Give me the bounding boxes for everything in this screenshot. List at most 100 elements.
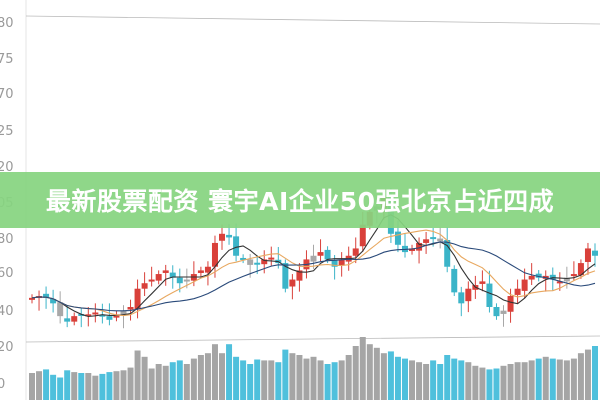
candle-body [211,242,218,267]
volume-bar [380,353,387,400]
volume-bar [409,360,416,400]
volume-bar [204,353,211,400]
candle-body [120,310,127,316]
volume-bar [500,365,507,400]
candle-body [394,231,401,245]
candle-body [219,233,226,241]
volume-bar [134,350,141,400]
volume-bar [57,377,64,400]
candle-body [465,288,472,302]
volume-bar [416,362,423,400]
candle-body [204,266,211,273]
candle-body [423,239,430,243]
candle-body [430,237,437,240]
candle-body [317,252,324,256]
candle-body [556,281,563,284]
candle-body [507,296,514,312]
candle-body [359,224,366,247]
volume-bar [584,349,591,400]
volume-bar [176,360,183,400]
candle-body [486,283,493,307]
candle-body [324,249,331,260]
candle-body [570,274,577,277]
volume-bar [359,337,366,400]
volume-bar [430,360,437,400]
y-tick-label: 20 [0,160,14,175]
volume-bar [535,358,542,400]
volume-bar [50,374,57,400]
volume-bar [324,364,331,400]
volume-bar [36,371,43,400]
candle-body [155,274,162,281]
candle-body [183,279,190,282]
candle-body [268,257,275,260]
volume-bar [71,372,78,400]
candle-body [310,255,317,262]
volume-bar [211,344,218,400]
volume-bar [233,356,240,400]
candle-body [458,292,465,304]
candle-body [514,288,521,295]
volume-bar [78,373,85,400]
candle-body [254,262,261,265]
y-tick-label: 70 [0,87,14,102]
y-tick-label: 80 [0,232,14,247]
candle-body [240,257,247,260]
candle-body [92,312,99,315]
candle-body [64,318,71,322]
headline-text: 最新股票配资 寰宇AI企业50强北京占近四成 [45,187,555,216]
volume-bar [43,369,50,400]
volume-bar [219,353,226,400]
candle-body [577,263,584,276]
moving-average-20-line [31,241,596,312]
candle-body [57,302,64,317]
y-tick-label: 20 [0,340,14,355]
candle-body [247,259,254,265]
volume-bar [338,360,345,400]
candle-body [169,272,176,278]
y-tick-label: 25 [0,124,14,139]
candle-body [289,279,296,287]
candle-body [113,314,120,318]
volume-bar [521,362,528,400]
y-tick-label: 40 [0,304,14,319]
volume-bar [275,362,282,400]
volume-bar [373,347,380,400]
volume-bar [162,365,169,400]
candle-body [528,275,535,280]
volume-bar [113,371,120,400]
volume-bar [592,346,598,400]
volume-bar [29,373,35,400]
volume-bar [514,362,521,400]
volume-bar [507,364,514,400]
volume-bar [472,365,479,400]
volume-bar [85,373,92,400]
candle-body [584,248,591,262]
candle-body [127,307,134,310]
volume-bar [486,369,493,400]
volume-bar [240,360,247,400]
volume-bar [190,358,197,400]
upper-reference-line [25,15,600,25]
volume-bar [197,355,204,400]
candle-body [43,293,50,298]
candle-body [563,277,570,282]
volume-bar [331,362,338,400]
volume-bar [148,368,155,400]
candle-body [261,259,268,265]
candle-body [226,234,233,238]
candle-body [282,263,289,289]
volume-bar [64,370,71,400]
volume-bar [345,355,352,400]
volume-bar [141,356,148,400]
candle-body [592,250,598,256]
volume-bar [366,344,373,400]
volume-bar [394,356,401,400]
candle-body [78,313,85,316]
volume-bar [247,364,254,400]
y-tick-label: 0 [0,377,5,392]
candle-body [338,259,345,266]
candle-body [141,283,148,289]
candle-body [444,240,451,267]
candle-body [535,273,542,278]
